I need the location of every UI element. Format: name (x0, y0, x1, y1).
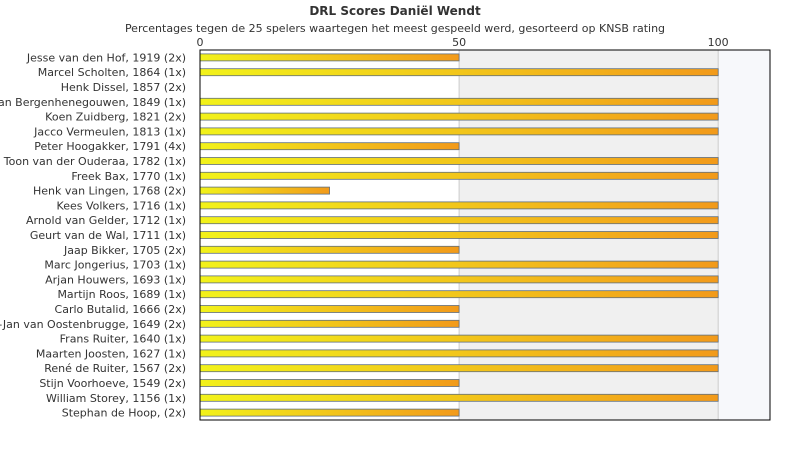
bar (199, 68, 719, 77)
bar (199, 186, 330, 195)
bar (199, 112, 719, 121)
bar (199, 216, 719, 225)
category-label: René de Ruiter, 1567 (2x) (44, 362, 186, 375)
bar (199, 305, 460, 313)
category-label: Marcel Scholten, 1864 (1x) (38, 66, 186, 79)
bar (199, 53, 460, 62)
category-label: Frans Ruiter, 1640 (1x) (60, 333, 186, 346)
bar (199, 260, 719, 269)
category-label: Stephan de Hoop, (2x) (62, 407, 186, 420)
category-label: Toon van der Ouderaa, 1782 (1x) (3, 155, 186, 168)
bar (199, 171, 719, 180)
category-label: Maarten Joosten, 1627 (1x) (36, 347, 186, 360)
category-label: Stijn Voorhoeve, 1549 (2x) (39, 377, 186, 390)
category-label: Peter Hoogakker, 1791 (4x) (34, 140, 186, 153)
x-tick-label: 0 (197, 36, 204, 49)
category-label: Martijn Roos, 1689 (1x) (57, 288, 186, 301)
category-label: Geurt van de Wal, 1711 (1x) (30, 229, 186, 242)
bar (199, 379, 460, 387)
bar (199, 142, 460, 151)
x-tick-label: 100 (708, 36, 729, 49)
category-label: Jesse van den Hof, 1919 (2x) (26, 51, 186, 64)
category-label: Carlo Butalid, 1666 (2x) (55, 303, 186, 316)
chart-title: DRL Scores Daniël Wendt (309, 4, 481, 18)
bar (199, 290, 719, 299)
bar (199, 364, 719, 373)
bar (199, 231, 719, 239)
category-label: William Storey, 1156 (1x) (46, 392, 186, 405)
bar (199, 275, 719, 284)
category-label: Koen Zuidberg, 1821 (2x) (45, 111, 186, 124)
bar (199, 201, 719, 210)
plot-frame (199, 49, 771, 421)
x-tick-label: 50 (452, 36, 466, 49)
category-label: Jaap Bikker, 1705 (2x) (63, 244, 186, 257)
bar (199, 245, 460, 254)
bar (199, 334, 719, 343)
category-label: Jacco Vermeulen, 1813 (1x) (33, 125, 186, 138)
chart-subtitle: Percentages tegen de 25 spelers waartege… (124, 22, 666, 35)
category-label: Henk Dissel, 1857 (2x) (61, 81, 186, 94)
category-label: Kees Volkers, 1716 (1x) (57, 199, 186, 212)
plot-band (718, 50, 770, 420)
category-label: Arnold van Gelder, 1712 (1x) (26, 214, 186, 227)
bar (199, 393, 719, 402)
bar (199, 319, 460, 328)
bar (199, 349, 719, 358)
bar (199, 157, 719, 165)
category-label: Freek Bax, 1770 (1x) (71, 170, 186, 183)
bar (199, 408, 460, 417)
category-label: Jan van Bergenhenegouwen, 1849 (1x) (0, 96, 186, 109)
category-label: Marc Jongerius, 1703 (1x) (44, 259, 186, 272)
bar (199, 97, 719, 106)
category-label: Henk van Lingen, 1768 (2x) (33, 185, 186, 198)
category-label: Gert-Jan van Oostenbrugge, 1649 (2x) (0, 318, 186, 331)
category-label: Arjan Houwers, 1693 (1x) (45, 273, 186, 286)
bar (199, 127, 719, 136)
